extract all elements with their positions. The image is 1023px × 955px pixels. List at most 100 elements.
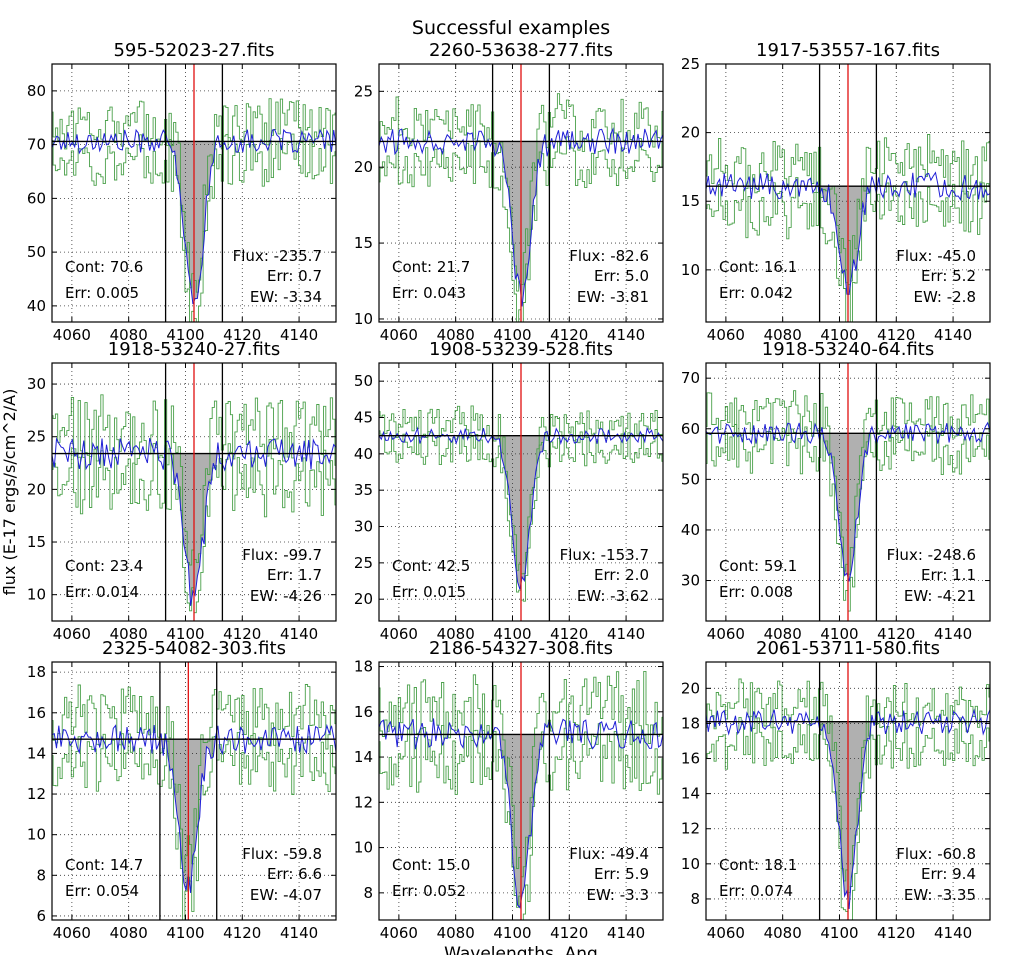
y-tick-label: 12: [354, 793, 373, 811]
y-tick-label: 30: [681, 572, 700, 590]
flux-error-label: Err: 9.4: [921, 865, 976, 883]
x-tick-label: 4140: [934, 625, 972, 643]
panel-frame: [378, 362, 664, 622]
y-tick-label: 40: [681, 521, 700, 539]
x-tick-label: 4100: [166, 924, 204, 942]
y-tick-label: 14: [27, 744, 46, 762]
x-tick-label: 4080: [437, 326, 475, 344]
continuum-error-label: Err: 0.074: [719, 882, 793, 900]
y-tick-label: 30: [354, 518, 373, 536]
y-tick-label: 80: [27, 82, 46, 100]
spectrum-panel-1: 4060 4080 4100 4120 4140 40 50 60 70 80 595-52023-…: [27, 40, 337, 344]
y-tick-label: 25: [354, 554, 373, 572]
panel-frame: [51, 63, 337, 323]
x-tick-label: 4140: [280, 326, 318, 344]
flux-label: Flux: -248.6: [887, 546, 976, 564]
y-tick-label: 12: [27, 785, 46, 803]
ew-label: EW: -3.3: [586, 886, 649, 904]
y-tick-label: 15: [681, 192, 700, 210]
ew-label: EW: -3.35: [904, 886, 976, 904]
x-tick-label: 4100: [820, 924, 858, 942]
model-series: [52, 723, 336, 893]
y-tick-label: 20: [27, 480, 46, 498]
flux-label: Flux: -235.7: [233, 247, 322, 265]
panel-frame: [705, 362, 991, 622]
x-tick-label: 4120: [877, 326, 915, 344]
y-tick-label: 70: [27, 136, 46, 154]
figure-xlabel: Wavelengths, Ang: [444, 944, 598, 955]
x-tick-label: 4120: [550, 924, 588, 942]
continuum-label: Cont: 18.1: [719, 856, 797, 874]
x-tick-label: 4140: [607, 924, 645, 942]
plot-area: [52, 64, 336, 322]
flux-error-label: Err: 5.9: [594, 865, 649, 883]
x-tick-label: 4140: [934, 924, 972, 942]
x-tick-label: 4120: [550, 625, 588, 643]
ew-label: EW: -4.21: [904, 587, 976, 605]
panel-title: 2260-53638-277.fits: [429, 40, 613, 61]
panel-title: 595-52023-27.fits: [113, 40, 274, 61]
continuum-label: Cont: 59.1: [719, 557, 797, 575]
continuum-error-label: Err: 0.054: [65, 882, 139, 900]
continuum-error-label: Err: 0.043: [392, 284, 466, 302]
y-tick-label: 20: [354, 158, 373, 176]
y-tick-label: 40: [354, 445, 373, 463]
x-tick-label: 4100: [166, 625, 204, 643]
y-tick-label: 20: [681, 679, 700, 697]
y-tick-label: 20: [354, 590, 373, 608]
y-tick-label: 25: [354, 82, 373, 100]
continuum-label: Cont: 42.5: [392, 557, 470, 575]
x-tick-label: 4140: [607, 326, 645, 344]
absorption-fill: [492, 141, 548, 307]
y-tick-label: 8: [36, 866, 46, 884]
y-tick-label: 25: [681, 55, 700, 73]
y-tick-label: 10: [27, 826, 46, 844]
x-tick-label: 4100: [166, 326, 204, 344]
x-tick-label: 4060: [380, 625, 418, 643]
plot-area: [706, 64, 990, 322]
x-tick-label: 4060: [707, 625, 745, 643]
continuum-error-label: Err: 0.014: [65, 583, 139, 601]
continuum-error-label: Err: 0.015: [392, 583, 466, 601]
x-tick-label: 4080: [110, 625, 148, 643]
y-tick-label: 40: [27, 297, 46, 315]
panel-frame: [705, 63, 991, 323]
continuum-error-label: Err: 0.042: [719, 284, 793, 302]
figure-ylabel: flux (E-17 ergs/s/cm^2/A): [0, 389, 19, 596]
flux-label: Flux: -45.0: [896, 247, 976, 265]
flux-label: Flux: -99.7: [242, 546, 322, 564]
panel-title: 2186-54327-308.fits: [429, 638, 613, 659]
panels: 4060 4080 4100 4120 4140 40 50 60 70 80 595-52023-…: [27, 40, 991, 942]
continuum-error-label: Err: 0.008: [719, 583, 793, 601]
plot-area: [52, 363, 336, 621]
x-tick-label: 4060: [53, 924, 91, 942]
panel-frame: [51, 661, 337, 921]
y-tick-label: 10: [354, 839, 373, 857]
panel-frame: [51, 362, 337, 622]
flux-label: Flux: -82.6: [569, 247, 649, 265]
x-tick-label: 4060: [53, 326, 91, 344]
y-tick-label: 50: [681, 470, 700, 488]
x-tick-label: 4080: [764, 326, 802, 344]
x-tick-label: 4060: [53, 625, 91, 643]
spectrum-panel-2: 4060 4080 4100 4120 4140 10 15 20 25 2260-53638-2…: [354, 40, 664, 344]
x-tick-label: 4120: [877, 924, 915, 942]
continuum-label: Cont: 14.7: [65, 856, 143, 874]
flux-error-label: Err: 6.6: [267, 865, 322, 883]
x-tick-label: 4140: [934, 326, 972, 344]
y-tick-label: 25: [27, 428, 46, 446]
flux-error-label: Err: 1.1: [921, 566, 976, 584]
x-tick-label: 4080: [110, 924, 148, 942]
panel-title: 1918-53240-27.fits: [108, 339, 280, 360]
x-tick-label: 4060: [380, 326, 418, 344]
x-tick-label: 4080: [764, 924, 802, 942]
y-tick-label: 10: [354, 310, 373, 328]
y-tick-label: 60: [27, 189, 46, 207]
y-tick-label: 35: [354, 481, 373, 499]
x-tick-label: 4080: [437, 625, 475, 643]
flux-label: Flux: -49.4: [569, 845, 649, 863]
x-tick-label: 4100: [820, 326, 858, 344]
y-tick-label: 14: [681, 785, 700, 803]
y-tick-label: 12: [681, 820, 700, 838]
